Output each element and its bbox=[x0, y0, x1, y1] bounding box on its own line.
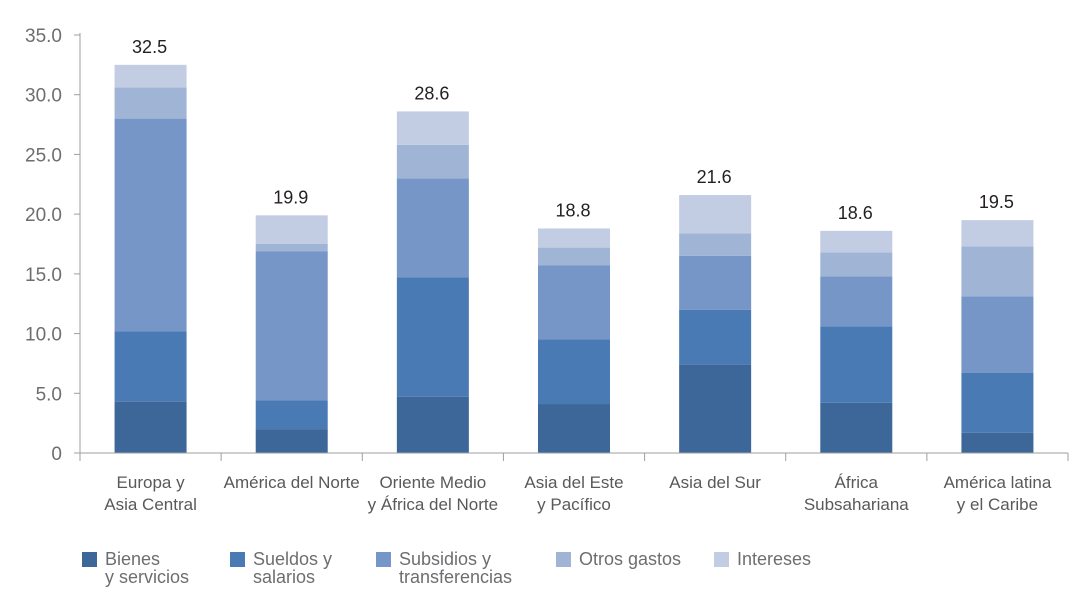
bar-segment bbox=[538, 228, 610, 248]
bar-segment bbox=[114, 87, 187, 119]
bar-segment bbox=[255, 215, 328, 244]
x-tick-label: Asia del Este bbox=[524, 473, 623, 492]
y-tick-label: 5.0 bbox=[36, 384, 62, 405]
bar-segment bbox=[961, 296, 1034, 373]
bar-segment bbox=[961, 372, 1034, 433]
bar-segment bbox=[255, 429, 328, 453]
x-tick-label: Oriente Medio bbox=[379, 473, 486, 492]
legend-swatch bbox=[230, 552, 245, 567]
legend-label: y servicios bbox=[105, 567, 189, 587]
bar-segment bbox=[820, 326, 893, 403]
bar-segment bbox=[961, 246, 1034, 297]
bar-segment bbox=[255, 251, 328, 401]
x-tick-label: y África del Norte bbox=[368, 495, 498, 514]
legend-label: Subsidios y bbox=[399, 549, 491, 569]
bar-segment bbox=[396, 178, 469, 278]
bar-segment bbox=[396, 277, 469, 397]
legend-label: Otros gastos bbox=[579, 549, 681, 569]
total-label: 28.6 bbox=[414, 83, 449, 103]
bar-segment bbox=[538, 247, 610, 266]
total-label: 19.5 bbox=[979, 192, 1014, 212]
bar-segment bbox=[114, 331, 187, 402]
y-tick-label: 10.0 bbox=[25, 325, 62, 346]
x-tick-label: y Pacífico bbox=[537, 495, 611, 514]
bar-segment bbox=[538, 404, 610, 453]
bars bbox=[114, 64, 1034, 453]
x-tick-label: Asia Central bbox=[104, 495, 197, 514]
y-tick-label: 35.0 bbox=[25, 26, 62, 47]
y-tick-label: 25.0 bbox=[25, 145, 62, 166]
bar-segment bbox=[396, 111, 469, 145]
total-label: 32.5 bbox=[132, 37, 167, 57]
total-label: 21.6 bbox=[697, 167, 732, 187]
total-label: 19.9 bbox=[273, 187, 308, 207]
bar-segment bbox=[679, 255, 752, 310]
bar-segment bbox=[538, 265, 610, 340]
x-tick-label: África bbox=[835, 473, 879, 492]
bar-segment bbox=[679, 364, 752, 453]
legend-label: transferencias bbox=[399, 567, 512, 587]
total-label: 18.6 bbox=[838, 203, 873, 223]
y-axis: 0 5.0 10.0 15.0 20.0 25.0 30.0 35.0 bbox=[25, 26, 81, 465]
bar-segment bbox=[961, 220, 1034, 247]
y-tick-label: 0 bbox=[51, 444, 62, 465]
y-tick-label: 30.0 bbox=[25, 86, 62, 107]
bar-segment bbox=[255, 400, 328, 430]
bar-segment bbox=[396, 396, 469, 453]
legend-swatch bbox=[376, 552, 391, 567]
bar-segment bbox=[820, 402, 893, 453]
legend-label: Bienes bbox=[105, 549, 160, 569]
y-tick-label: 20.0 bbox=[25, 205, 62, 226]
x-tick-label: América latina bbox=[944, 473, 1052, 492]
bar-segment bbox=[679, 233, 752, 256]
y-tick-label: 15.0 bbox=[25, 265, 62, 286]
bar-segment bbox=[820, 276, 893, 327]
bar-segment bbox=[679, 309, 752, 365]
bar-segment bbox=[820, 252, 893, 277]
bar-segment bbox=[820, 230, 893, 253]
bar-segment bbox=[396, 144, 469, 179]
legend-swatch bbox=[82, 552, 97, 567]
total-label: 18.8 bbox=[555, 200, 590, 220]
bar-segment bbox=[538, 339, 610, 405]
bar-segment bbox=[114, 401, 187, 453]
total-labels: 32.5 19.9 28.6 18.8 21.6 18.6 19.5 bbox=[132, 37, 1014, 223]
bar-segment bbox=[114, 64, 187, 88]
x-axis: Europa y Asia Central América del Norte Ori… bbox=[79, 452, 1069, 514]
x-tick-label: América del Norte bbox=[224, 473, 360, 492]
legend-swatch bbox=[714, 552, 729, 567]
x-tick-label: Subsahariana bbox=[804, 495, 909, 514]
legend-label: salarios bbox=[253, 567, 315, 587]
bar-segment bbox=[961, 432, 1034, 453]
legend-label: Sueldos y bbox=[253, 549, 332, 569]
bar-segment bbox=[114, 118, 187, 332]
bar-segment bbox=[255, 244, 328, 252]
bar-segment bbox=[679, 195, 752, 234]
x-tick-label: y el Caribe bbox=[957, 495, 1038, 514]
x-tick-label: Europa y bbox=[117, 473, 186, 492]
x-tick-label: Asia del Sur bbox=[669, 473, 761, 492]
legend-swatch bbox=[556, 552, 571, 567]
legend-label: Intereses bbox=[737, 549, 811, 569]
